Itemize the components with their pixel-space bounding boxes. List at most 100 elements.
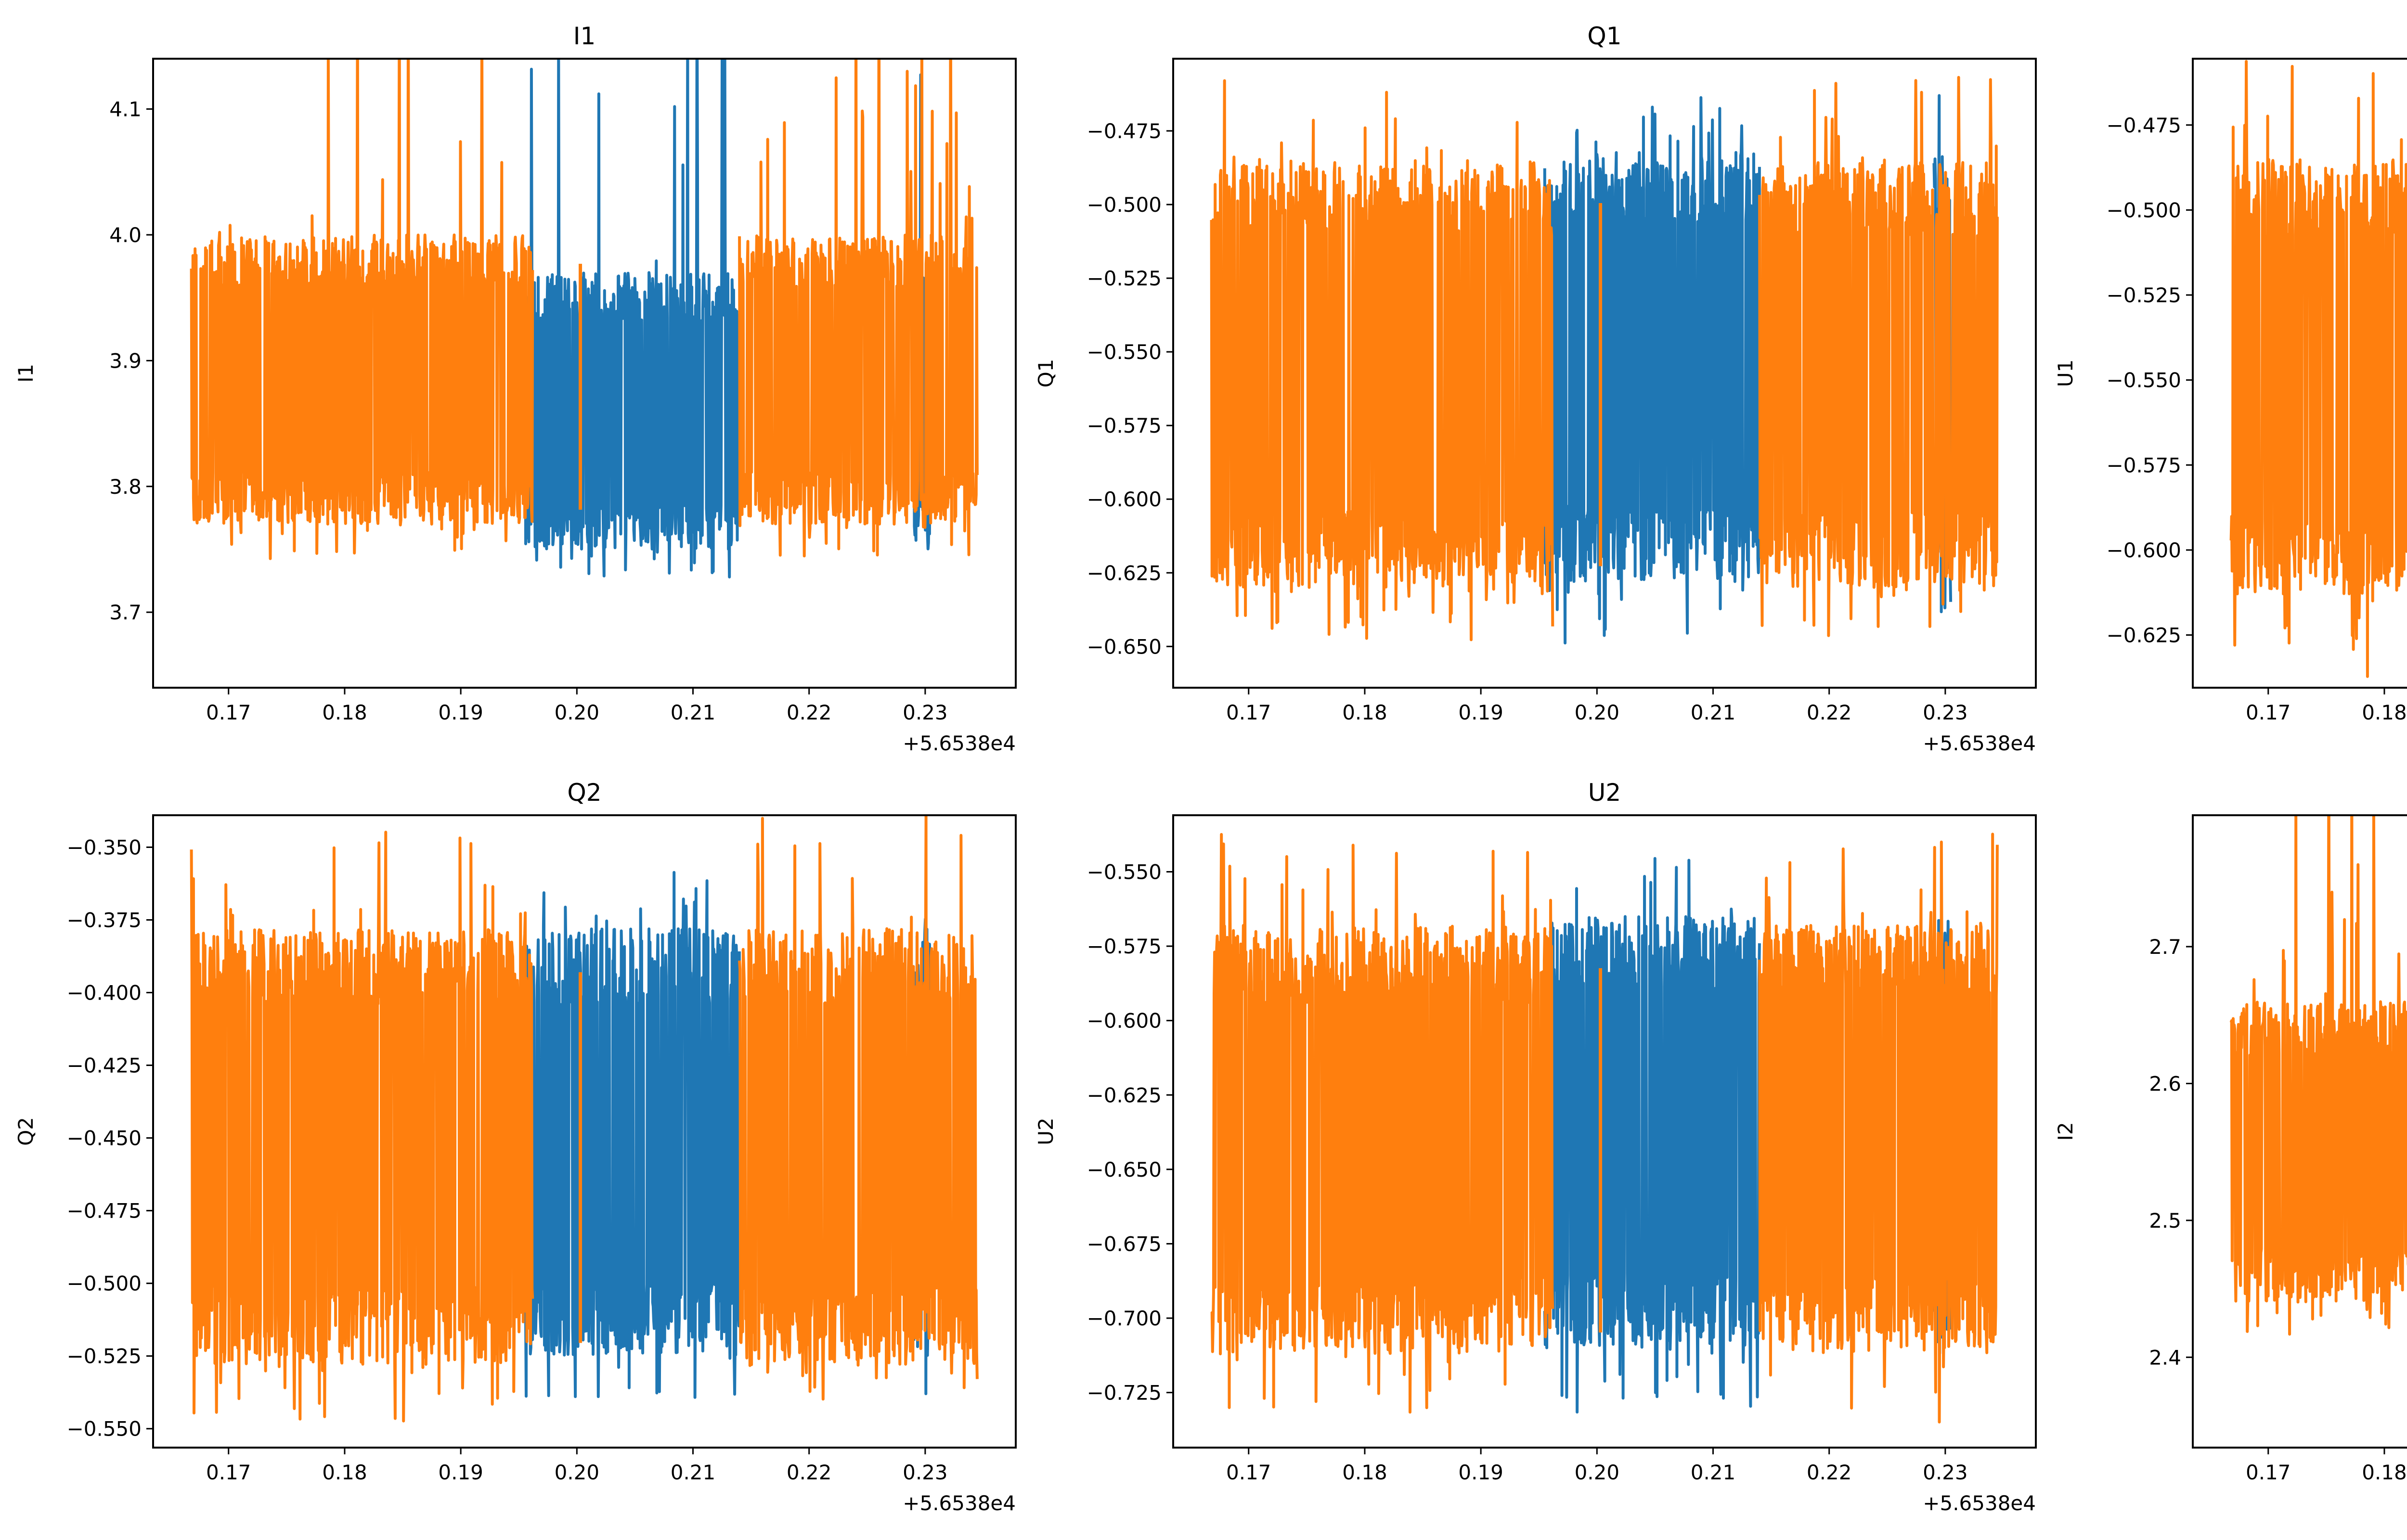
y-tick-label: −0.550: [67, 1417, 142, 1441]
x-tick-label: 0.17: [2246, 1461, 2291, 1484]
x-tick-label: 0.18: [2362, 1461, 2407, 1484]
subplot-i1: I1 I1 0.17 0.18 0.19 0.20 0.21 0.22 0.23 +5.6538e…: [14, 22, 1017, 755]
series-orange-line: [190, 831, 534, 1423]
y-tick-label: 3.8: [109, 475, 142, 499]
y-tick-label: −0.625: [1087, 1083, 1162, 1107]
series-blue-line: [1543, 96, 1761, 645]
y-tick-label: −0.500: [67, 1272, 142, 1296]
x-tick-label: 0.21: [1691, 701, 1736, 724]
x-tick-label: 0.22: [1807, 701, 1852, 724]
subplot-q2: Q2 Q2 0.17 0.18 0.19 0.20 0.21 0.22 0.23 +5.6538e…: [14, 779, 1017, 1515]
x-offset-label: +5.6538e4: [903, 1491, 1016, 1515]
x-tick-label: 0.17: [1226, 1461, 1271, 1484]
subplot-u1: U1U10.170.180.190.200.210.220.23+5.6538e…: [2054, 58, 2407, 724]
plot-area: [2229, 60, 2407, 678]
y-tick-label: −0.525: [1087, 267, 1162, 290]
subplot-u2: U2 U2 0.17 0.18 0.19 0.20 0.21 0.22 0.23 +5.6538e…: [1034, 779, 2037, 1515]
y-tick-label: 4.0: [109, 223, 142, 247]
y-tick-label: −0.625: [1087, 561, 1162, 585]
y-tick-label: −0.500: [2107, 198, 2181, 222]
y-tick-label: −0.575: [1087, 414, 1162, 437]
y-tick-label: −0.550: [2107, 369, 2181, 392]
subplot-q1: Q1 Q1 0.17 0.18 0.19 0.20 0.21 0.22 0.23 +5.6538e…: [1034, 22, 2037, 755]
y-tick-label: −0.650: [1087, 635, 1162, 658]
y-axis-label: U1: [2054, 359, 2077, 387]
axes-frame: [2192, 814, 2407, 1449]
series-orange-line: [738, 815, 979, 1401]
x-tick-label: 0.19: [1458, 1461, 1503, 1484]
y-tick-label: −0.475: [1087, 119, 1162, 143]
y-tick-label: 4.1: [109, 98, 142, 121]
x-tick-label: 0.23: [1923, 701, 1968, 724]
x-tick-label: 0.18: [2362, 701, 2407, 724]
plot-area: [190, 815, 979, 1423]
plot-area: [1210, 76, 1999, 645]
y-tick-label: −0.600: [2107, 539, 2181, 562]
x-offset-label: +5.6538e4: [1923, 1491, 2036, 1515]
y-tick-label: −0.550: [1087, 340, 1162, 364]
subplot-title: Q2: [567, 779, 601, 807]
subplot-title: U2: [1588, 779, 1621, 807]
y-tick-label: −0.475: [67, 1199, 142, 1223]
plot-area: [190, 59, 979, 578]
x-offset-label: +5.6538e4: [903, 732, 1016, 755]
x-offset-label: +5.6538e4: [1923, 732, 2036, 755]
plot-area: [2229, 815, 2407, 1336]
y-tick-label: −0.675: [1087, 1232, 1162, 1256]
axes-frame: [1172, 814, 2037, 1449]
y-tick-label: −0.725: [1087, 1381, 1162, 1405]
axes-frame: [152, 814, 1017, 1449]
x-tick-label: 0.18: [1342, 1461, 1387, 1484]
x-tick-label: 0.21: [1691, 1461, 1736, 1484]
x-tick-label: 0.17: [2246, 701, 2291, 724]
y-axis-label: Q2: [14, 1117, 38, 1146]
y-tick-label: −0.475: [2107, 114, 2181, 137]
y-tick-label: −0.500: [1087, 193, 1162, 217]
x-tick-label: 0.19: [438, 1461, 483, 1484]
series-orange-line: [1758, 76, 1999, 637]
series-blue-line: [1543, 857, 1761, 1414]
x-tick-label: 0.17: [206, 701, 251, 724]
y-axis-label: Q1: [1034, 359, 1058, 388]
y-tick-label: −0.600: [1087, 488, 1162, 511]
y-tick-label: −0.575: [2107, 453, 2181, 477]
y-tick-label: −0.525: [67, 1345, 142, 1368]
x-tick-label: 0.21: [671, 1461, 716, 1484]
series-blue-line: [523, 871, 741, 1399]
y-axis-label: I2: [2054, 1122, 2077, 1141]
x-tick-label: 0.20: [1575, 1461, 1620, 1484]
series-blue-line: [523, 59, 741, 578]
subplot-title: I1: [573, 22, 596, 50]
y-tick-label: 3.7: [109, 601, 142, 624]
series-orange-line: [2229, 60, 2407, 678]
y-tick-label: 3.9: [109, 349, 142, 372]
y-tick-label: −0.575: [1087, 935, 1162, 958]
y-tick-label: −0.525: [2107, 283, 2181, 307]
y-tick-label: −0.400: [67, 981, 142, 1005]
series-orange-line: [190, 59, 534, 560]
x-tick-label: 0.23: [903, 1461, 948, 1484]
y-tick-label: −0.700: [1087, 1307, 1162, 1330]
series-orange-line: [738, 59, 979, 558]
x-tick-label: 0.20: [1575, 701, 1620, 724]
series-orange-line: [2229, 815, 2407, 1336]
x-tick-label: 0.22: [787, 1461, 832, 1484]
axes-frame: [152, 58, 1017, 689]
x-tick-label: 0.20: [555, 1461, 600, 1484]
series-orange-line: [1758, 833, 1999, 1424]
x-tick-label: 0.22: [1807, 1461, 1852, 1484]
x-tick-label: 0.18: [1342, 701, 1387, 724]
y-tick-label: −0.650: [1087, 1158, 1162, 1181]
y-tick-label: 2.6: [2149, 1072, 2181, 1095]
y-tick-label: −0.625: [2107, 623, 2181, 647]
y-tick-label: 2.4: [2149, 1346, 2181, 1369]
x-tick-label: 0.23: [1923, 1461, 1968, 1484]
x-tick-label: 0.23: [903, 701, 948, 724]
x-tick-label: 0.18: [322, 701, 367, 724]
y-tick-label: 2.7: [2149, 935, 2181, 959]
x-tick-label: 0.17: [206, 1461, 251, 1484]
x-tick-label: 0.21: [671, 701, 716, 724]
series-orange-line: [1210, 833, 1554, 1414]
y-tick-label: −0.550: [1087, 860, 1162, 884]
